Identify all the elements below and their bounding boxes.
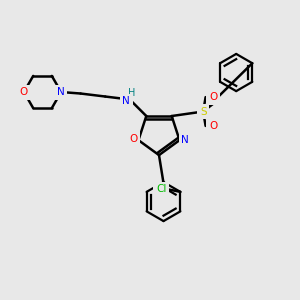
Text: N: N <box>181 135 189 145</box>
Text: O: O <box>209 92 217 102</box>
Text: H: H <box>128 88 135 98</box>
Text: Cl: Cl <box>156 184 166 194</box>
Text: O: O <box>19 87 27 97</box>
Text: O: O <box>209 121 217 131</box>
Text: S: S <box>200 106 206 116</box>
Text: O: O <box>129 134 137 144</box>
Text: N: N <box>57 87 65 97</box>
Text: N: N <box>122 96 130 106</box>
